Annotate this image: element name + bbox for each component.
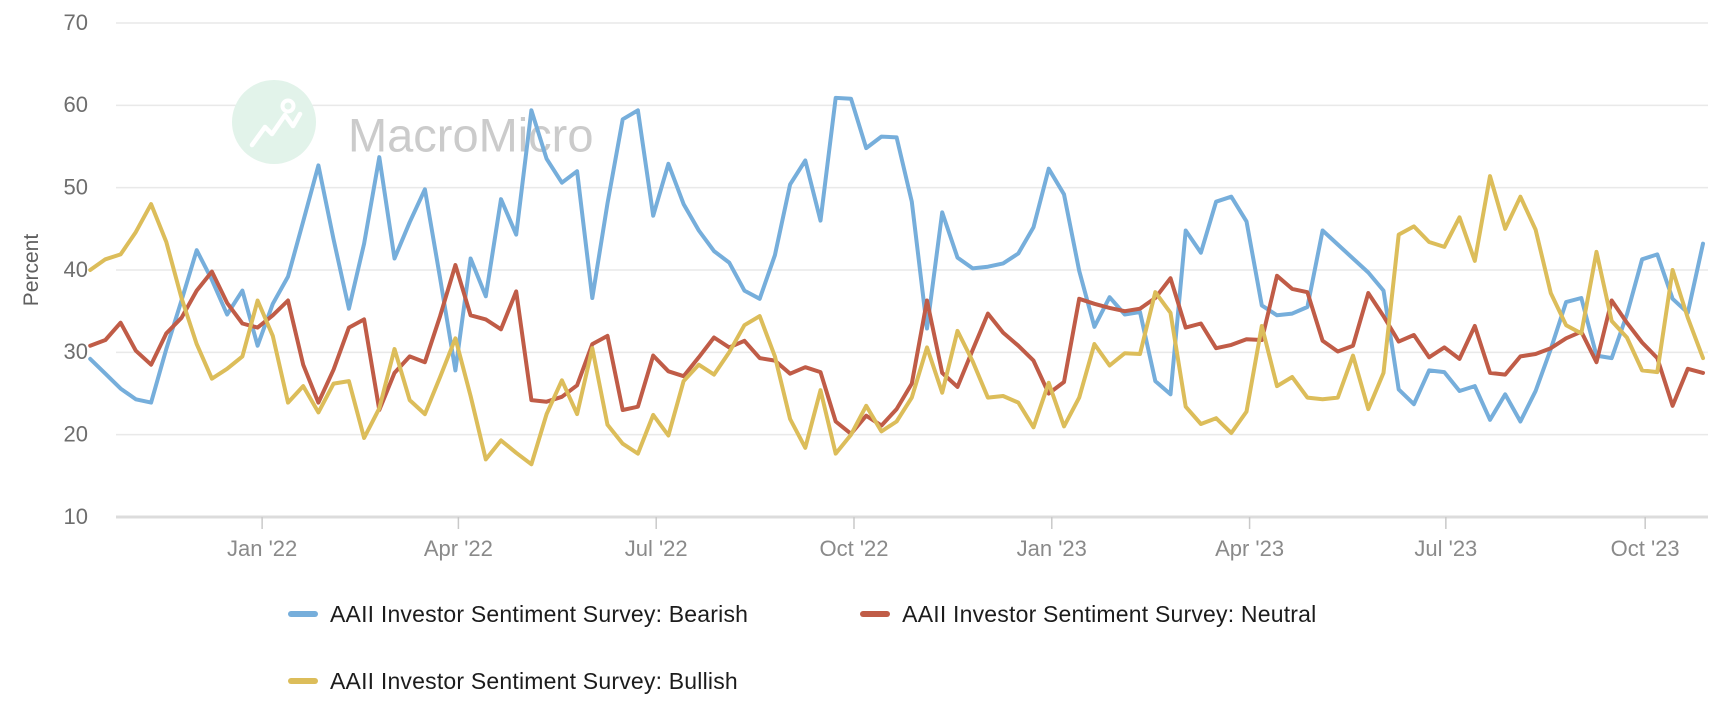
series-line[interactable]	[88, 95, 1705, 424]
legend-swatch-neutral	[860, 611, 891, 617]
legend-swatch-bullish	[288, 678, 318, 684]
y-tick-label: 40	[64, 257, 88, 282]
watermark-text: MacroMicro	[348, 108, 593, 161]
series-line[interactable]	[88, 174, 1705, 467]
legend-swatch-bearish	[288, 611, 318, 617]
legend-label-bullish: AAII Investor Sentiment Survey: Bullish	[330, 667, 738, 694]
y-tick-label: 30	[64, 339, 88, 364]
legend-item-bullish[interactable]: AAII Investor Sentiment Survey: Bullish	[288, 668, 738, 695]
legend-label-bearish: AAII Investor Sentiment Survey: Bearish	[330, 600, 749, 627]
x-tick-label: Oct '23	[1611, 536, 1680, 561]
legend-label-neutral: AAII Investor Sentiment Survey: Neutral	[902, 600, 1317, 627]
y-tick-label: 60	[64, 92, 88, 117]
legend-row-2: AAII Investor Sentiment Survey: Bullish	[288, 661, 1316, 701]
watermark-logo-circle	[232, 80, 316, 164]
gridlines	[116, 22, 1708, 519]
legend: AAII Investor Sentiment Survey: Bearish …	[288, 594, 1316, 708]
series-line[interactable]	[88, 263, 1705, 436]
x-tick-label: Jul '23	[1414, 536, 1477, 561]
x-tick-label: Oct '22	[819, 536, 888, 561]
watermark: MacroMicro	[232, 80, 593, 164]
x-tick-label: Apr '22	[424, 536, 493, 561]
y-tick-label: 50	[64, 174, 88, 199]
sentiment-line-chart[interactable]: MacroMicro 70 60 50 40 30 20 10 Jan '22 Apr '22 J…	[0, 0, 1734, 580]
y-axis-title: Percent	[20, 234, 43, 307]
x-tick-label: Jan '23	[1017, 536, 1087, 561]
axis-labels: 70 60 50 40 30 20 10 Jan '22 Apr '22 Jul '22 Oct '…	[64, 10, 1680, 561]
watermark-zigzag-icon	[249, 111, 303, 148]
x-tick-label: Jul '22	[625, 536, 688, 561]
x-tick-label: Apr '23	[1215, 536, 1284, 561]
legend-row-1: AAII Investor Sentiment Survey: Bearish …	[288, 594, 1316, 634]
y-tick-label: 10	[64, 504, 88, 529]
legend-item-neutral[interactable]: AAII Investor Sentiment Survey: Neutral	[860, 601, 1316, 628]
legend-item-bearish[interactable]: AAII Investor Sentiment Survey: Bearish	[288, 601, 748, 628]
y-tick-label: 20	[64, 421, 88, 446]
series-lines	[88, 95, 1705, 467]
x-tick-label: Jan '22	[227, 536, 297, 561]
watermark-ring-icon	[280, 98, 296, 114]
y-tick-label: 70	[64, 10, 88, 35]
